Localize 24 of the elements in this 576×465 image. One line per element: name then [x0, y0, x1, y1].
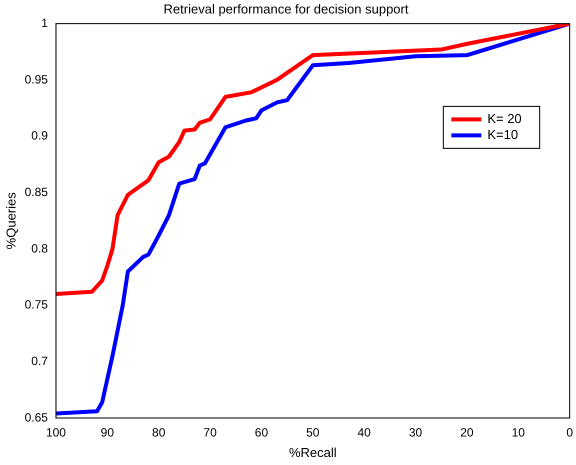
x-tick-label: 60 [254, 426, 268, 440]
y-tick-label: 0.65 [24, 410, 48, 424]
x-tick-label: 30 [408, 426, 423, 440]
x-tick-label: 100 [46, 426, 66, 440]
x-tick-label: 70 [203, 426, 218, 440]
legend-label: K= 20 [487, 111, 522, 126]
x-tick-label: 40 [358, 426, 372, 440]
y-axis-title: %Queries [3, 192, 18, 250]
y-tick-label: 0.9 [31, 128, 48, 143]
chart-title: Retrieval performance for decision support [164, 1, 409, 16]
x-tick-label: 0 [566, 426, 574, 440]
y-tick-label: 0.85 [24, 184, 48, 199]
y-tick-label: 0.95 [24, 72, 48, 86]
x-axis-title: %Recall [288, 444, 337, 460]
legend-label: K=10 [487, 127, 518, 142]
x-tick-label: 90 [100, 426, 114, 440]
y-tick-label: 0.75 [24, 298, 48, 312]
y-tick-label: 0.7 [31, 354, 48, 368]
x-tick-label: 20 [460, 426, 474, 440]
x-tick-label: 80 [152, 426, 166, 440]
x-tick-label: 10 [512, 426, 526, 440]
y-tick-label: 0.8 [31, 241, 48, 256]
y-tick-label: 1 [41, 16, 48, 30]
x-tick-label: 50 [306, 426, 320, 440]
